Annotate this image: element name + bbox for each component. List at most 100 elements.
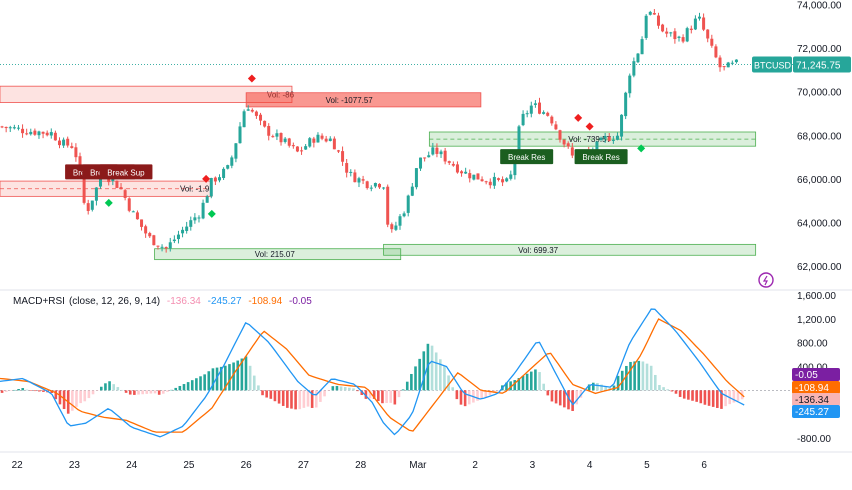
time-tick-label: 4: [587, 460, 593, 471]
candle: [283, 138, 287, 142]
candle: [45, 132, 49, 136]
macd-tick-label: 1,600.00: [797, 291, 836, 302]
macd-histogram-bar: [422, 351, 426, 391]
candle: [250, 109, 254, 112]
symbol-badge: [752, 56, 792, 73]
macd-tick-label: -800.00: [797, 434, 831, 445]
macd-histogram-bar: [687, 390, 690, 400]
macd-histogram-bar: [736, 390, 740, 401]
macd-histogram-bar: [236, 360, 240, 391]
candle: [295, 146, 299, 152]
candle: [62, 139, 66, 146]
candle: [566, 143, 570, 147]
candle: [628, 75, 632, 94]
candle: [644, 15, 648, 38]
macd-histogram-bar: [306, 390, 310, 407]
time-tick-label: 26: [241, 460, 253, 471]
macd-histogram-bar: [348, 387, 351, 391]
legend-value-signal: -108.94: [248, 296, 283, 307]
time-tick-label: 3: [530, 460, 536, 471]
macd-histogram-bar: [265, 390, 268, 398]
macd-histogram-bar: [558, 390, 562, 406]
candle: [546, 112, 550, 116]
macd-histogram-bar: [310, 390, 314, 408]
macd-histogram-bar: [496, 390, 500, 391]
macd-histogram-bar: [649, 365, 653, 391]
zone-demand: [154, 248, 402, 261]
macd-histogram-bar: [554, 390, 558, 404]
candle: [148, 233, 152, 237]
candle: [369, 187, 373, 189]
macd-value-badge: [792, 381, 840, 394]
macd-histogram-bar: [364, 390, 368, 399]
macd-histogram-bar: [29, 390, 33, 391]
break-label: [99, 164, 153, 180]
macd-value-badge: [792, 368, 840, 381]
macd-histogram-bar: [434, 352, 438, 391]
candle: [480, 179, 484, 182]
macd-histogram-bar: [112, 384, 115, 391]
macd-histogram-bar: [703, 390, 707, 405]
indicator-legend[interactable]: MACD+RSI (close, 12, 26, 9, 14) -136.34 -…: [13, 296, 316, 307]
macd-histogram-bar: [71, 390, 74, 411]
candle: [16, 127, 20, 129]
macd-histogram-bar: [153, 390, 157, 394]
legend-value-rsi: -0.05: [289, 296, 312, 307]
candle: [353, 172, 357, 183]
candle: [336, 150, 340, 152]
candle: [386, 186, 390, 225]
macd-histogram-bar: [666, 389, 670, 391]
symbol-badge-text: BTCUSD: [754, 60, 792, 70]
zone-supply: [245, 92, 482, 108]
macd-histogram-bar: [335, 385, 339, 391]
candle: [135, 212, 139, 220]
macd-histogram-bar: [277, 390, 281, 404]
candle: [464, 171, 468, 174]
macd-histogram-bar: [430, 345, 434, 391]
time-tick-label: 6: [701, 460, 707, 471]
candle: [677, 36, 681, 38]
macd-histogram-bar: [525, 373, 529, 391]
macd-histogram-bar: [360, 390, 364, 395]
candle: [345, 163, 349, 173]
macd-histogram-bar: [352, 388, 355, 391]
candle: [501, 179, 505, 183]
time-tick-label: 25: [183, 460, 195, 471]
macd-histogram-bar: [381, 390, 384, 404]
candle: [332, 138, 336, 150]
break-label-text: Break Res: [582, 153, 619, 162]
candle: [230, 157, 234, 166]
macd-histogram-bar: [9, 390, 12, 391]
macd-histogram-bar: [166, 390, 169, 392]
candle: [21, 128, 25, 134]
macd-histogram-bar: [600, 384, 603, 391]
macd-histogram-bar: [157, 390, 161, 395]
time-tick-label: 5: [644, 460, 650, 471]
candle: [472, 174, 476, 180]
macd-histogram-bar: [662, 387, 665, 391]
candle: [300, 150, 304, 152]
candle: [193, 217, 197, 221]
candle: [398, 216, 402, 226]
macd-histogram-bar: [529, 371, 533, 391]
macd-histogram-bar: [641, 361, 645, 391]
macd-histogram-bar: [691, 390, 694, 401]
candle: [390, 224, 394, 230]
candle: [320, 135, 324, 139]
time-tick-label: 23: [69, 460, 81, 471]
macd-histogram-bar: [455, 390, 459, 400]
candle: [595, 141, 599, 153]
candle: [669, 32, 673, 34]
candle: [176, 234, 180, 240]
break-label-text: Break Res: [508, 153, 545, 162]
macd-histogram-bar: [281, 390, 285, 406]
candle: [689, 28, 693, 31]
candle: [357, 178, 361, 183]
price-tick-label: 74,000.00: [797, 0, 842, 11]
candle: [271, 136, 275, 138]
candle: [730, 62, 734, 64]
macd-histogram-bar: [4, 390, 8, 392]
candle: [517, 126, 521, 156]
